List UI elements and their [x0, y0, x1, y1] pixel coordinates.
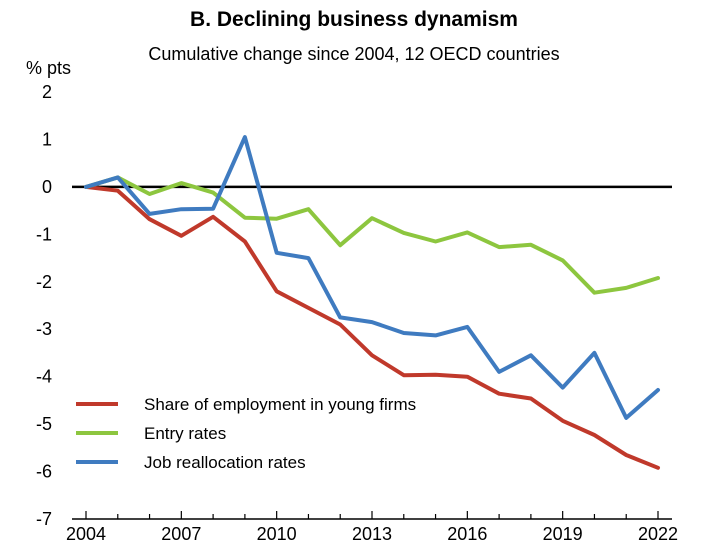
series-line-3	[84, 135, 660, 420]
y-tick-label: 2	[42, 82, 52, 102]
legend-label: Job reallocation rates	[144, 453, 306, 472]
y-tick-label: -1	[36, 224, 52, 244]
chart-subtitle: Cumulative change since 2004, 12 OECD co…	[148, 44, 560, 64]
y-axis-ticks: 2 1 0 -1 -2 -3 -4 -5 -6 -7	[36, 82, 52, 529]
x-tick-label: 2013	[352, 524, 392, 544]
x-tick-label: 2022	[638, 524, 678, 544]
y-tick-label: -4	[36, 367, 52, 387]
legend: Share of employment in young firms Entry …	[76, 395, 416, 472]
x-tick-label: 2016	[447, 524, 487, 544]
legend-label: Entry rates	[144, 424, 226, 443]
x-tick-label: 2019	[543, 524, 583, 544]
x-tick-label: 2007	[161, 524, 201, 544]
series-line-1	[84, 184, 660, 470]
series-lines	[72, 135, 672, 470]
x-tick-label: 2010	[257, 524, 297, 544]
y-tick-label: -3	[36, 319, 52, 339]
series-line-2	[84, 175, 660, 295]
y-tick-label: -6	[36, 462, 52, 482]
y-axis-label: % pts	[26, 58, 72, 78]
y-tick-label: -2	[36, 272, 52, 292]
x-axis-ticks: 2004 2007 2010 2013 2016 2019 2022	[66, 511, 678, 544]
legend-label: Share of employment in young firms	[144, 395, 416, 414]
y-tick-label: -5	[36, 414, 52, 434]
y-tick-label: -7	[36, 509, 52, 529]
chart-title: B. Declining business dynamism	[190, 8, 518, 31]
y-tick-label: 1	[42, 129, 52, 149]
y-tick-label: 0	[42, 177, 52, 197]
x-tick-label: 2004	[66, 524, 106, 544]
